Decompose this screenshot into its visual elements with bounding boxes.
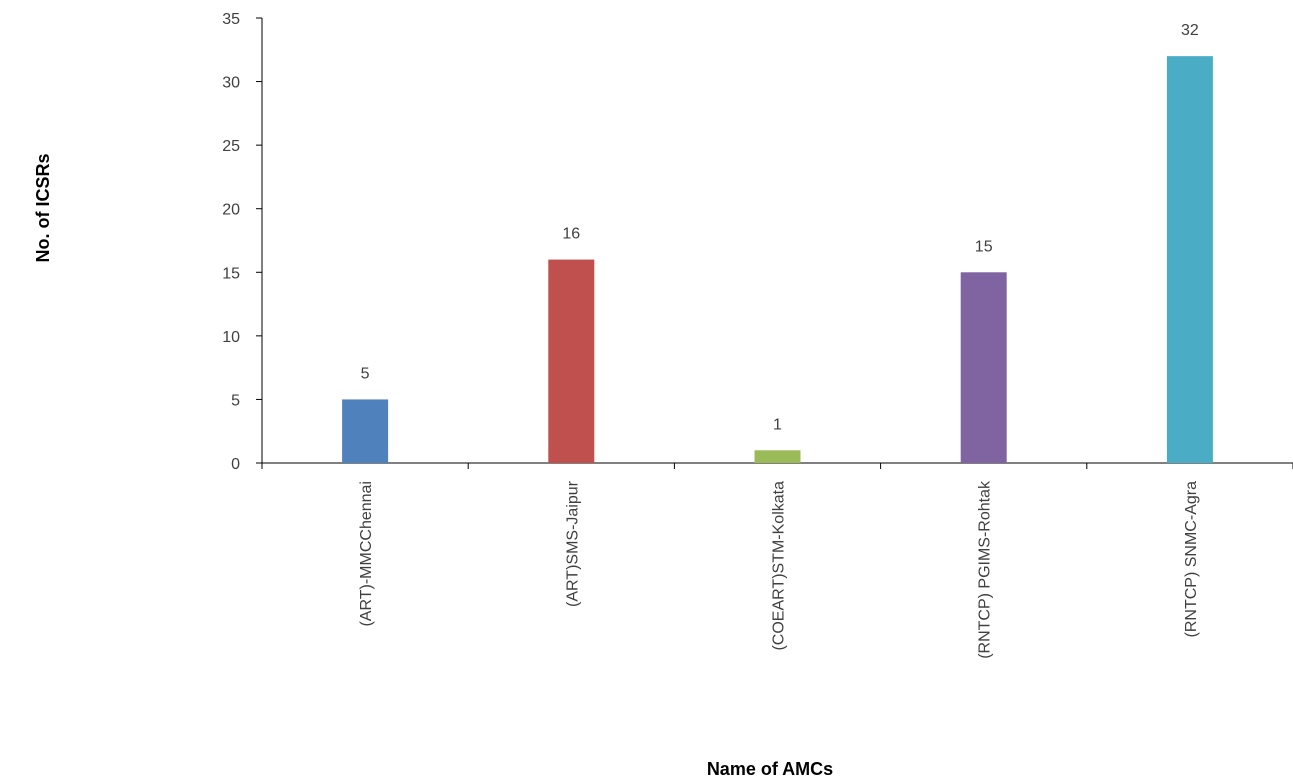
x-tick-label: (ART)SMS-Jaipur bbox=[564, 480, 581, 607]
data-label: 1 bbox=[773, 416, 782, 433]
y-tick-label: 10 bbox=[222, 329, 240, 346]
x-tick-label: (COEART)STM-Kolkata bbox=[771, 481, 788, 651]
bar bbox=[960, 272, 1007, 463]
x-tick-label: (RNTCP) PGIMS-Rohtak bbox=[977, 480, 994, 659]
y-axis: 0 5 10 15 20 25 30 35 bbox=[222, 11, 263, 473]
y-tick-label: 0 bbox=[231, 456, 240, 473]
y-tick-label: 25 bbox=[222, 138, 240, 155]
bars bbox=[342, 56, 1213, 464]
data-label: 16 bbox=[562, 226, 580, 243]
y-tick-label: 35 bbox=[222, 11, 240, 28]
bar bbox=[342, 399, 389, 463]
y-tick-label: 20 bbox=[222, 202, 240, 219]
x-tick-label: (RNTCP) SNMC-Agra bbox=[1183, 481, 1200, 638]
y-tick-label: 15 bbox=[222, 265, 240, 282]
y-axis-title: No. of ICSRs bbox=[33, 153, 53, 262]
data-label: 15 bbox=[975, 238, 993, 255]
x-tick-label: (ART)-MMCChennai bbox=[358, 481, 375, 627]
y-tick-label: 30 bbox=[222, 75, 240, 92]
x-axis-title: Name of AMCs bbox=[707, 759, 833, 779]
data-label: 32 bbox=[1181, 22, 1199, 39]
y-tick-label: 5 bbox=[231, 392, 240, 409]
bar bbox=[754, 450, 801, 463]
bar bbox=[548, 259, 595, 463]
data-label: 5 bbox=[361, 365, 370, 382]
data-labels: 5 16 1 15 32 bbox=[361, 22, 1199, 433]
x-axis: (ART)-MMCChennai (ART)SMS-Jaipur (COEART)S… bbox=[261, 462, 1293, 659]
bar bbox=[1166, 56, 1213, 464]
